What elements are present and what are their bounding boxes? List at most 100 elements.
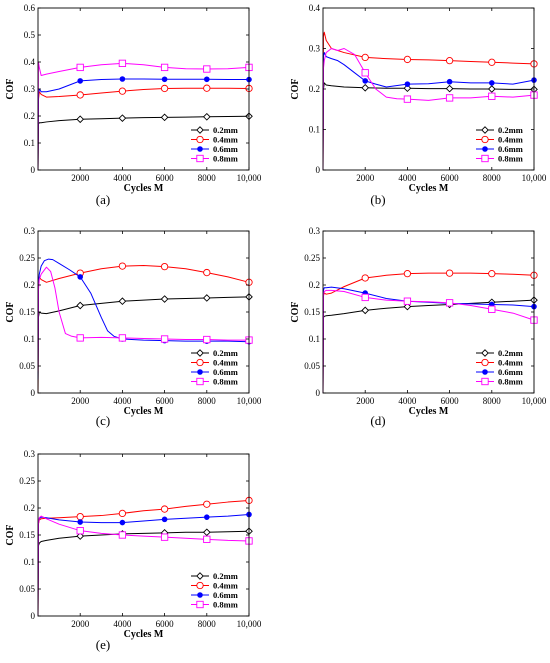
- data-point-1: [160, 295, 169, 303]
- legend-marker-3: [197, 592, 203, 598]
- data-point-4: [118, 59, 127, 68]
- data-point-4: [160, 335, 169, 343]
- legend-marker-2: [481, 358, 489, 367]
- legend-marker-3: [482, 369, 488, 375]
- data-point-1: [118, 297, 127, 306]
- legend-marker-4: [196, 377, 204, 386]
- y-tick-label: 0.3: [309, 226, 321, 236]
- data-point-2: [445, 269, 454, 277]
- panel-label: (d): [370, 413, 385, 428]
- x-tick-label: 2000: [71, 619, 90, 629]
- y-tick-label: 0.3: [24, 84, 36, 94]
- series-line-4: [37, 61, 250, 171]
- x-tick-label: 4000: [113, 619, 132, 629]
- data-point-2: [488, 58, 496, 66]
- x-tick-label: 8000: [198, 619, 217, 629]
- data-point-2: [203, 500, 211, 508]
- panel-4: 2000 4000 6000 8000 10,000 0 0.05 0.1 0.15 0.2 0.2…: [290, 226, 547, 428]
- y-tick-label: 0.1: [24, 334, 35, 344]
- legend-marker-1: [481, 349, 489, 357]
- data-point-2: [118, 262, 127, 270]
- y-tick-label: 0.2: [24, 111, 35, 121]
- data-point-1: [76, 301, 85, 310]
- data-point-3: [362, 78, 369, 84]
- legend-label-4: 0.8mm: [213, 377, 238, 387]
- data-point-2: [361, 274, 369, 282]
- y-tick-label: 0.1: [24, 557, 35, 567]
- data-point-2: [403, 55, 412, 64]
- legend-marker-3: [197, 369, 203, 375]
- data-point-1: [76, 532, 85, 540]
- x-tick-label: 4000: [113, 173, 132, 183]
- y-tick-label: 0.05: [19, 361, 35, 371]
- series-line-3: [322, 286, 535, 388]
- y-axis-label: COF: [290, 78, 301, 99]
- legend-label-4: 0.8mm: [498, 377, 523, 387]
- series-line-3: [37, 258, 250, 380]
- data-point-4: [203, 535, 211, 543]
- x-axis-label: Cycles M: [124, 629, 164, 640]
- data-point-4: [76, 63, 84, 72]
- legend-marker-2: [196, 135, 204, 144]
- y-tick-label: 0.2: [24, 280, 35, 290]
- data-point-1: [403, 302, 412, 311]
- x-tick-label: 4000: [113, 396, 132, 406]
- y-tick-label: 0.25: [19, 253, 35, 263]
- legend-marker-1: [196, 126, 204, 134]
- x-tick-label: 6000: [156, 396, 175, 406]
- y-tick-label: 0.2: [309, 84, 320, 94]
- legend-marker-3: [482, 146, 488, 152]
- legend-label-2: 0.4mm: [498, 358, 523, 368]
- legend-marker-2: [196, 358, 204, 367]
- x-tick-label: 2000: [71, 173, 90, 183]
- data-point-1: [118, 114, 127, 122]
- y-tick-label: 0.15: [19, 530, 35, 540]
- legend-marker-4: [196, 154, 204, 163]
- y-tick-label: 0.15: [19, 307, 35, 317]
- y-tick-label: 0.3: [24, 226, 36, 236]
- x-tick-label: 10,000: [522, 173, 547, 183]
- legend-label-1: 0.2mm: [213, 571, 238, 581]
- y-tick-label: 0: [31, 388, 36, 398]
- data-point-1: [403, 84, 412, 93]
- x-axis-label: Cycles M: [409, 183, 449, 194]
- y-tick-label: 0.05: [19, 584, 35, 594]
- y-tick-label: 0.1: [309, 334, 320, 344]
- data-point-4: [403, 297, 412, 305]
- x-axis-label: Cycles M: [409, 406, 449, 417]
- series-line-2: [37, 87, 250, 171]
- data-point-4: [445, 94, 454, 102]
- x-tick-label: 8000: [198, 173, 217, 183]
- y-tick-label: 0.25: [19, 476, 35, 486]
- y-axis-label: COF: [5, 78, 16, 99]
- y-tick-label: 0.3: [309, 44, 321, 54]
- data-point-1: [361, 306, 370, 315]
- series-line-4: [37, 515, 250, 617]
- data-point-2: [403, 270, 412, 278]
- legend-marker-4: [481, 377, 489, 386]
- data-point-3: [161, 516, 168, 523]
- y-tick-label: 0.4: [24, 57, 36, 67]
- data-point-4: [445, 299, 454, 307]
- series-line-1: [37, 115, 250, 171]
- data-point-2: [361, 53, 369, 62]
- data-point-2: [76, 91, 84, 99]
- legend-label-3: 0.6mm: [213, 590, 238, 600]
- legend-label-3: 0.6mm: [498, 367, 523, 377]
- series-line-4: [322, 48, 535, 171]
- y-axis-label: COF: [5, 301, 16, 322]
- x-tick-label: 8000: [198, 396, 217, 406]
- panel-label: (b): [370, 192, 385, 207]
- legend-label-1: 0.2mm: [213, 348, 238, 358]
- legend-label-3: 0.6mm: [213, 367, 238, 377]
- data-point-2: [445, 57, 454, 65]
- data-point-4: [361, 69, 369, 77]
- y-tick-label: 0: [316, 388, 321, 398]
- y-tick-label: 0.25: [304, 253, 320, 263]
- data-point-1: [160, 113, 169, 122]
- data-point-3: [77, 274, 83, 280]
